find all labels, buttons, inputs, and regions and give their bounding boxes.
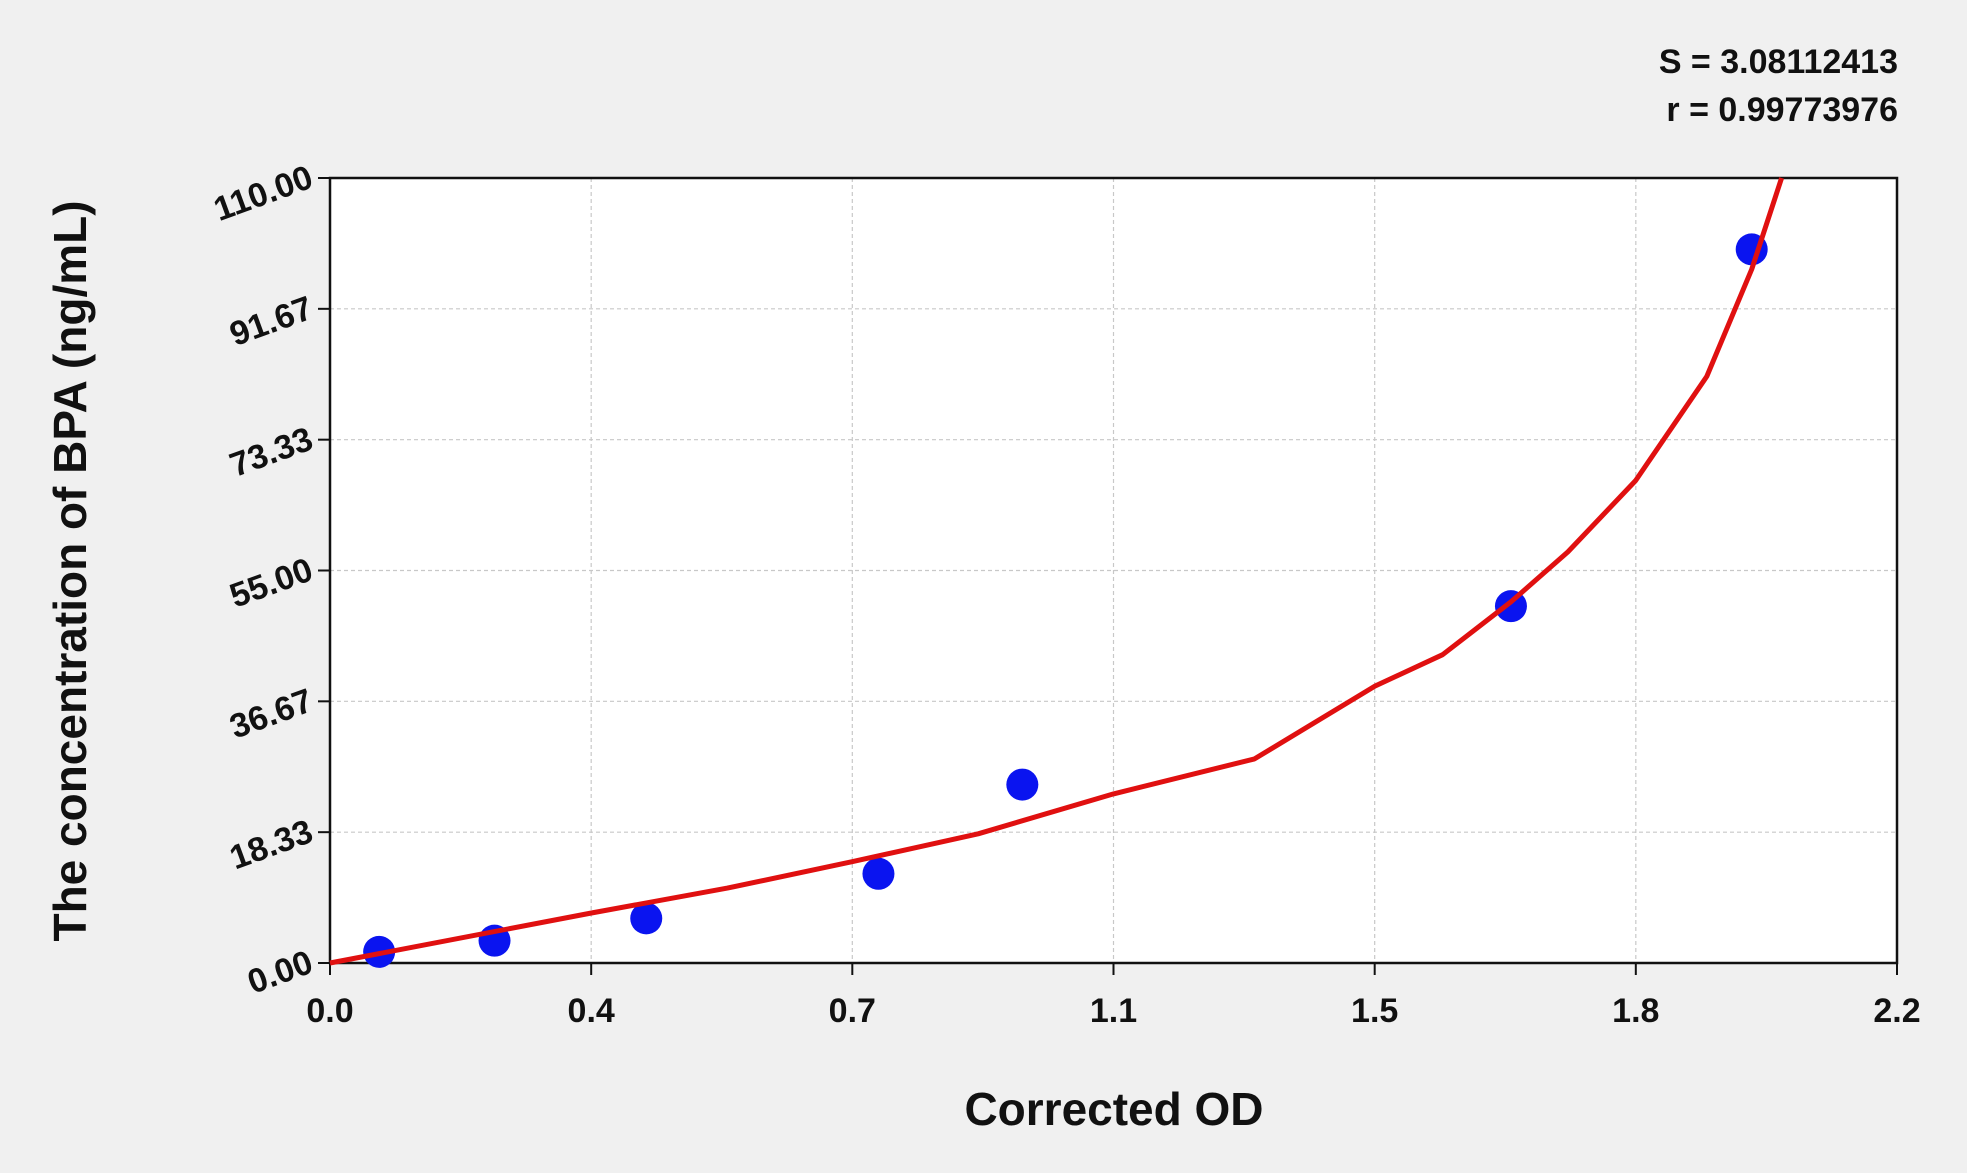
data-point [1006,768,1039,801]
data-point [1494,590,1527,623]
annotation: r = 0.99773976 [1666,91,1898,129]
x-tick-label: 0.4 [568,992,615,1030]
x-tick-label: 0.7 [829,992,876,1030]
x-tick-label: 0.0 [306,992,353,1030]
y-axis-label: The concentration of BPA (ng/mL) [44,200,96,941]
x-tick-label: 2.2 [1873,992,1920,1030]
data-point [630,902,663,935]
annotation: S = 3.08112413 [1659,43,1898,81]
fit-curve [329,177,1784,966]
x-tick-label: 1.1 [1090,992,1137,1030]
x-tick-label: 1.5 [1351,992,1398,1030]
x-tick-label: 1.8 [1612,992,1659,1030]
x-axis-label: Corrected OD [964,1083,1263,1135]
plot-frame [328,176,1899,965]
data-point [862,857,895,890]
